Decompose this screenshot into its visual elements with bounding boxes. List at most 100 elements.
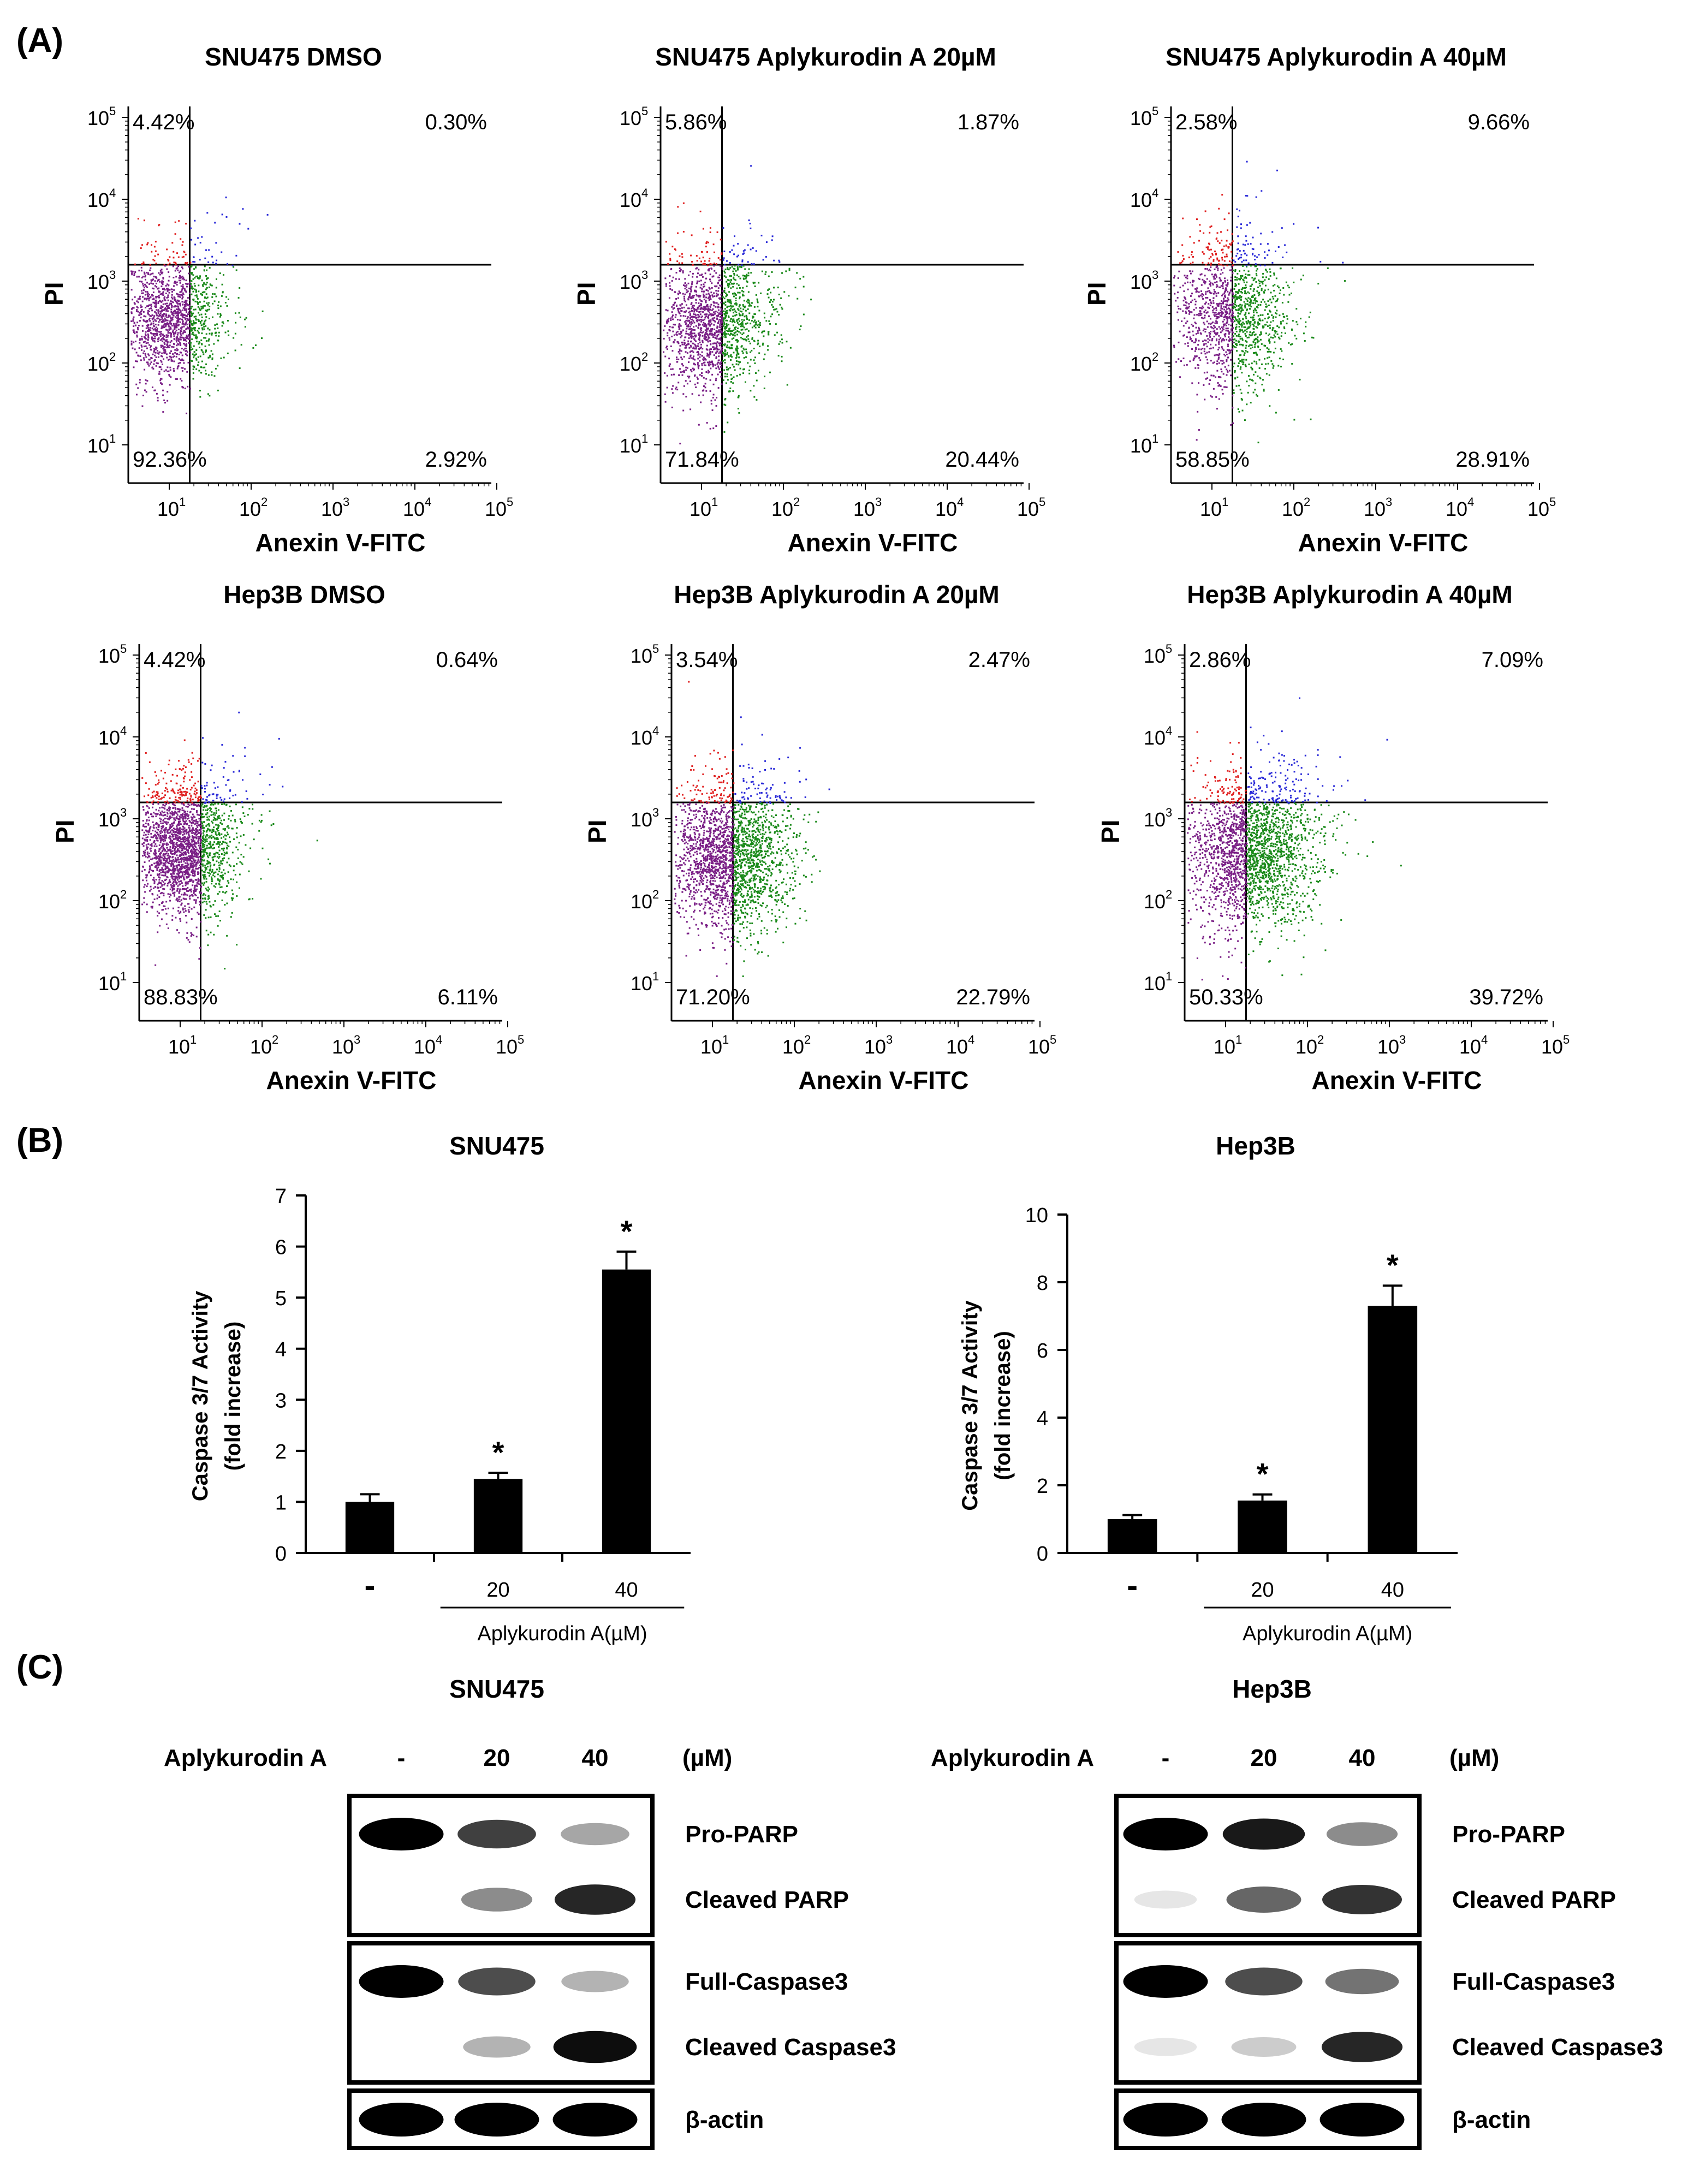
event-dot [1198,329,1200,331]
event-dot [768,288,770,290]
event-dot [186,323,188,325]
event-dot [200,293,202,295]
event-dot [136,336,138,338]
event-dot [682,329,684,331]
event-dot [742,294,745,296]
event-dot [161,271,163,273]
event-dot [1292,267,1294,269]
event-dot [785,270,787,272]
event-dot [715,331,717,334]
event-dot [197,318,199,320]
event-dot [1233,316,1235,318]
event-dot [705,301,707,304]
event-dot [1232,315,1234,317]
event-dot [703,308,705,311]
event-dot [716,347,718,349]
event-dot [157,253,159,255]
event-dot [181,290,183,292]
event-dot [716,338,718,340]
event-dot [1287,301,1289,303]
event-dot [155,299,157,301]
event-dot [665,309,667,311]
event-dot [1246,380,1248,383]
event-dot [1199,307,1201,309]
event-dot [682,293,684,295]
event-dot [729,367,731,369]
event-dot [704,324,706,326]
event-dot [748,304,751,306]
event-dot [227,319,229,322]
event-dot [231,264,234,266]
event-dot [1198,277,1200,279]
event-dot [725,334,727,336]
event-dot [142,283,144,285]
event-dot [705,246,707,248]
event-dot [667,310,669,312]
event-dot [715,379,717,382]
event-dot [668,297,670,299]
event-dot [160,346,162,348]
event-dot [768,332,770,334]
event-dot [719,324,721,326]
event-dot [1196,355,1198,358]
event-dot [142,357,145,359]
event-dot [731,249,733,251]
event-dot [1254,265,1256,267]
event-dot [731,306,733,308]
event-dot [194,308,197,311]
event-dot [706,330,708,332]
event-dot [179,291,181,293]
event-dot [148,294,151,296]
event-dot [738,306,740,308]
event-dot [679,328,681,330]
event-dot [724,304,727,306]
event-dot [691,260,693,263]
event-dot [214,324,216,326]
event-dot [1244,307,1246,309]
event-dot [142,276,144,278]
event-dot [1202,294,1204,296]
event-dot [1239,368,1241,370]
event-dot [1286,315,1288,317]
event-dot [1214,278,1216,280]
event-dot [1304,340,1306,342]
event-dot [698,311,700,313]
event-dot [1216,281,1218,283]
event-dot [188,308,190,310]
event-dot [682,284,685,287]
event-dot [162,319,164,321]
event-dot [685,286,687,288]
event-dot [1201,307,1203,310]
event-dot [190,227,192,229]
event-dot [169,366,171,368]
event-dot [731,266,733,268]
event-dot [177,343,179,345]
event-dot [228,334,230,336]
event-dot [722,325,724,327]
event-dot [778,259,780,261]
event-dot [165,334,168,336]
event-dot [689,288,692,290]
event-dot [152,278,154,281]
event-dot [205,316,207,318]
event-dot [675,305,677,307]
event-dot [696,294,698,296]
event-dot [170,308,173,311]
scatter-points [663,165,812,445]
event-dot [676,232,679,234]
event-dot [715,352,717,354]
event-dot [163,288,165,290]
event-dot [685,304,687,306]
event-dot [690,290,692,293]
y-tick-label-base: 10 [620,189,641,211]
event-dot [694,364,697,366]
event-dot [1215,253,1217,255]
event-dot [1275,412,1277,414]
event-dot [1237,235,1239,237]
event-dot [141,281,143,283]
event-dot [154,241,157,243]
event-dot [1287,284,1289,287]
event-dot [719,330,721,332]
event-dot [754,372,757,374]
event-dot [1252,279,1255,282]
